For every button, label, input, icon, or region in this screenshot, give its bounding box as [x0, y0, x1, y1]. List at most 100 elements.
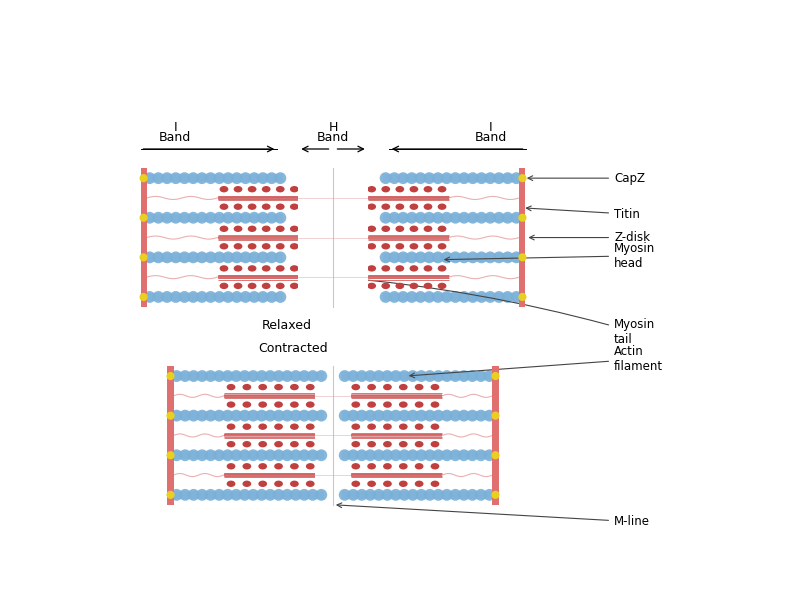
Circle shape — [397, 212, 409, 224]
Circle shape — [231, 172, 242, 184]
Circle shape — [382, 370, 394, 382]
Ellipse shape — [367, 384, 376, 390]
Circle shape — [406, 291, 418, 303]
Ellipse shape — [383, 401, 392, 408]
Ellipse shape — [242, 463, 251, 469]
Circle shape — [167, 491, 174, 498]
Ellipse shape — [248, 186, 257, 193]
Circle shape — [205, 489, 217, 501]
Ellipse shape — [351, 401, 360, 408]
Circle shape — [347, 370, 359, 382]
Circle shape — [450, 251, 462, 263]
Circle shape — [282, 489, 293, 501]
Ellipse shape — [262, 265, 270, 272]
Circle shape — [484, 172, 496, 184]
Ellipse shape — [234, 186, 242, 193]
Circle shape — [424, 410, 436, 422]
Ellipse shape — [367, 243, 376, 250]
Circle shape — [214, 212, 226, 224]
Circle shape — [441, 410, 453, 422]
Circle shape — [484, 251, 496, 263]
Bar — [141, 168, 146, 307]
Circle shape — [492, 412, 499, 419]
Circle shape — [398, 449, 410, 461]
Ellipse shape — [399, 424, 408, 430]
Circle shape — [161, 251, 173, 263]
Circle shape — [356, 370, 368, 382]
Text: I: I — [489, 121, 493, 134]
Circle shape — [170, 449, 182, 461]
Circle shape — [239, 291, 251, 303]
Circle shape — [266, 212, 278, 224]
Text: Actin
filament: Actin filament — [410, 345, 663, 378]
Circle shape — [492, 452, 499, 458]
Circle shape — [458, 172, 470, 184]
Circle shape — [315, 370, 327, 382]
Ellipse shape — [430, 401, 439, 408]
Circle shape — [161, 172, 173, 184]
Ellipse shape — [242, 424, 251, 430]
Circle shape — [222, 291, 234, 303]
Bar — [351, 434, 442, 437]
Circle shape — [398, 489, 410, 501]
Circle shape — [373, 410, 385, 422]
Circle shape — [248, 291, 260, 303]
Circle shape — [188, 449, 199, 461]
Circle shape — [466, 489, 478, 501]
Circle shape — [144, 251, 155, 263]
Circle shape — [290, 370, 302, 382]
Circle shape — [230, 489, 242, 501]
Circle shape — [187, 291, 199, 303]
Ellipse shape — [234, 203, 242, 210]
Ellipse shape — [383, 481, 392, 487]
Circle shape — [178, 251, 190, 263]
Ellipse shape — [423, 243, 432, 250]
Bar — [351, 473, 442, 477]
Circle shape — [458, 410, 470, 422]
Ellipse shape — [276, 265, 285, 272]
Circle shape — [188, 370, 199, 382]
Circle shape — [484, 291, 496, 303]
Circle shape — [519, 254, 526, 261]
Ellipse shape — [410, 203, 418, 210]
Bar — [368, 275, 449, 279]
Ellipse shape — [306, 384, 314, 390]
Circle shape — [415, 449, 427, 461]
Circle shape — [347, 489, 359, 501]
Circle shape — [458, 291, 470, 303]
Ellipse shape — [410, 186, 418, 193]
Ellipse shape — [290, 283, 298, 289]
Ellipse shape — [306, 463, 314, 469]
Text: Myosin
tail: Myosin tail — [341, 275, 655, 346]
Bar — [342, 412, 492, 420]
Ellipse shape — [276, 283, 285, 289]
Ellipse shape — [219, 186, 228, 193]
Bar — [218, 236, 298, 239]
Circle shape — [406, 212, 418, 224]
Ellipse shape — [248, 283, 257, 289]
Bar — [146, 253, 283, 262]
Circle shape — [187, 172, 199, 184]
Circle shape — [238, 449, 250, 461]
Ellipse shape — [383, 424, 392, 430]
Circle shape — [424, 489, 436, 501]
Circle shape — [266, 251, 278, 263]
Ellipse shape — [438, 226, 446, 232]
Ellipse shape — [219, 283, 228, 289]
Circle shape — [373, 370, 385, 382]
Ellipse shape — [382, 226, 390, 232]
Ellipse shape — [430, 424, 439, 430]
Bar — [146, 214, 283, 222]
Circle shape — [315, 449, 327, 461]
Ellipse shape — [383, 441, 392, 448]
Circle shape — [315, 489, 327, 501]
Ellipse shape — [262, 226, 270, 232]
Circle shape — [282, 449, 293, 461]
Circle shape — [510, 212, 522, 224]
Ellipse shape — [290, 441, 298, 448]
Circle shape — [475, 251, 487, 263]
Ellipse shape — [306, 401, 314, 408]
Circle shape — [510, 291, 522, 303]
Circle shape — [140, 254, 147, 261]
Ellipse shape — [399, 401, 408, 408]
